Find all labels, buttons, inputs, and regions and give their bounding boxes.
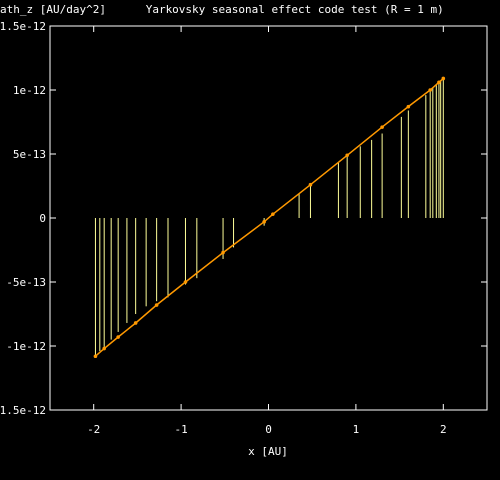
data-point [116, 335, 120, 339]
y-tick-label: 1.5e-12 [0, 20, 46, 33]
data-point [154, 303, 159, 307]
line-series [93, 76, 446, 359]
y-tick-label: -5e-13 [6, 276, 46, 289]
data-point [183, 280, 188, 284]
x-tick-label: -2 [87, 423, 100, 436]
y-tick-label: -1e-12 [6, 340, 46, 353]
data-point [93, 354, 98, 359]
y-tick-label: 1e-12 [13, 84, 46, 97]
impulse-series [94, 79, 444, 355]
axis-ticks: -1.5e-12 -1e-12 -5e-13 0 5e-13 1e-12 1.5e-12 -2… [0, 20, 487, 436]
data-point [308, 182, 313, 187]
y-tick-label: 0 [39, 212, 46, 225]
data-point [441, 76, 446, 81]
data-point [271, 212, 275, 216]
y-tick-label: -1.5e-12 [0, 404, 46, 417]
data-point [345, 153, 349, 158]
chart-title: ath_z [AU/day^2] Yarkovsky seasonal effe… [0, 3, 444, 16]
data-point [437, 80, 441, 85]
data-point [133, 321, 138, 325]
x-tick-label: 0 [265, 423, 272, 436]
data-point [380, 125, 384, 129]
data-point [406, 104, 411, 109]
data-point [102, 346, 106, 351]
data-point [262, 220, 266, 224]
data-point [221, 250, 225, 255]
x-tick-label: 1 [353, 423, 360, 436]
trend-line [94, 77, 444, 357]
x-tick-label: 2 [440, 423, 447, 436]
x-axis-label: x [AU] [248, 445, 288, 458]
x-tick-label: -1 [174, 423, 187, 436]
data-point [428, 88, 432, 92]
y-tick-label: 5e-13 [13, 148, 46, 161]
